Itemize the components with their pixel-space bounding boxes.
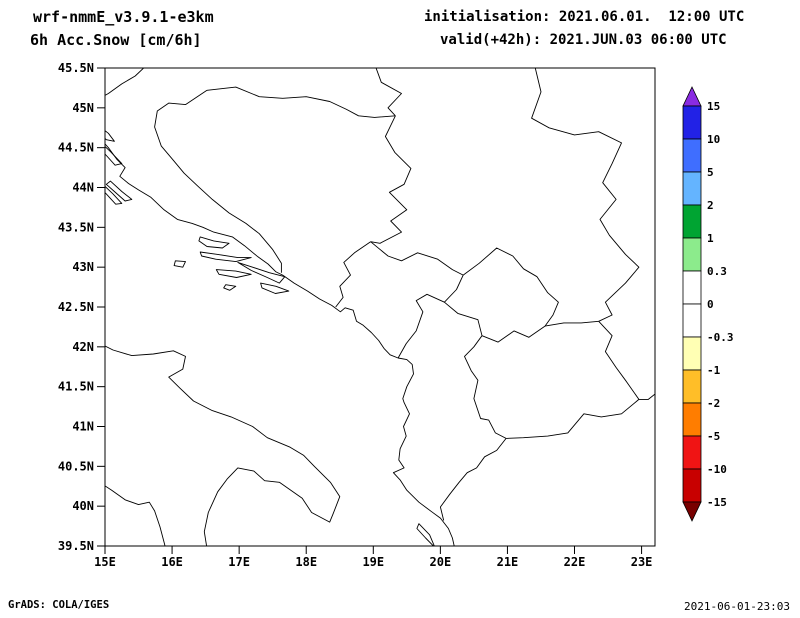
y-axis-label: 45N xyxy=(72,101,94,115)
colorbar-label: 0 xyxy=(707,298,714,311)
border-bosnia-serbia-drina xyxy=(370,115,412,244)
colorbar: 15 10 5 2 1 0.3 0 -0.3 -1 -2 -5 -10 -15 xyxy=(682,86,734,522)
colorbar-label: 0.3 xyxy=(707,265,727,278)
italy-tyrrhenian-coast xyxy=(105,485,166,546)
colorbar-label: 2 xyxy=(707,199,714,212)
border-kosovo-outline xyxy=(444,247,559,343)
colorbar-cell xyxy=(682,237,702,272)
island-corfu xyxy=(416,523,435,546)
italy-adriatic-coast xyxy=(105,345,341,546)
colorbar-cell xyxy=(682,336,702,371)
y-axis-label: 40.5N xyxy=(58,459,94,473)
x-axis-label: 15E xyxy=(94,555,116,569)
island-mljet xyxy=(260,282,290,294)
y-axis-label: 39.5N xyxy=(58,539,94,553)
island-korcula xyxy=(215,269,252,278)
grads-credit: GrADS: COLA/IGES xyxy=(8,599,110,611)
colorbar-label: -1 xyxy=(707,364,721,377)
y-axis-label: 41N xyxy=(72,420,94,434)
border-montenegro-serbia xyxy=(370,241,464,276)
y-axis-label: 42N xyxy=(72,340,94,354)
colorbar-cell xyxy=(682,171,702,206)
border-macedonia-albania xyxy=(464,335,507,439)
x-axis-label: 19E xyxy=(362,555,384,569)
colorbar-label: 15 xyxy=(707,100,720,113)
y-axis-label: 40N xyxy=(72,499,94,513)
variable-title: 6h Acc.Snow [cm/6h] xyxy=(30,31,202,49)
valid-time-label: valid(+42h): 2021.JUN.03 06:00 UTC xyxy=(440,32,727,48)
colorbar-cell xyxy=(682,468,702,503)
init-time-label: initialisation: 2021.06.01. 12:00 UTC xyxy=(424,9,745,25)
colorbar-cell xyxy=(682,105,702,140)
y-axis-label: 45.5N xyxy=(58,61,94,75)
colorbar-top-arrow xyxy=(682,86,702,107)
model-title: wrf-nmmE_v3.9.1-e3km xyxy=(33,8,214,26)
border-croatia-serbia xyxy=(375,68,402,117)
colorbar-label: 5 xyxy=(707,166,714,179)
border-serbia-east xyxy=(531,68,640,322)
x-axis-label: 20E xyxy=(430,555,452,569)
colorbar-label: 1 xyxy=(707,232,714,245)
colorbar-label: -15 xyxy=(707,496,727,509)
border-croatia-bosnia xyxy=(154,89,282,273)
colorbar-cell xyxy=(682,138,702,173)
x-axis-label: 22E xyxy=(564,555,586,569)
colorbar-cell xyxy=(682,270,702,305)
axes-layer: 45.5N 45N 44.5N 44N 43.5N 43N 42.5N 42N 41.5N 41N… xyxy=(58,61,653,569)
island-rab xyxy=(105,130,115,142)
y-axis-label: 41.5N xyxy=(58,380,94,394)
creation-timestamp: 2021-06-01-23:03 xyxy=(684,600,790,613)
border-bosnia-north-sava xyxy=(206,86,396,118)
x-axis-label: 23E xyxy=(631,555,653,569)
y-axis-label: 43N xyxy=(72,260,94,274)
geography-layer xyxy=(105,68,655,546)
y-axis-label: 43.5N xyxy=(58,220,94,234)
y-axis-label: 44.5N xyxy=(58,141,94,155)
y-axis-label: 42.5N xyxy=(58,300,94,314)
adriatic-coast-east xyxy=(105,143,455,546)
island-vis xyxy=(173,260,186,268)
colorbar-cell xyxy=(682,435,702,470)
island-pag xyxy=(105,145,123,166)
x-axis-label: 17E xyxy=(228,555,250,569)
colorbar-bottom-arrow xyxy=(682,501,702,522)
colorbar-label: 10 xyxy=(707,133,720,146)
border-macedonia-bulgaria xyxy=(598,320,640,400)
border-bosnia-montenegro xyxy=(335,241,371,308)
colorbar-cell xyxy=(682,402,702,437)
border-slovenia-croatia xyxy=(105,68,145,96)
island-ugljan-pasman xyxy=(105,180,133,202)
x-axis-label: 18E xyxy=(295,555,317,569)
island-brac xyxy=(198,236,230,249)
island-dugi-otok xyxy=(105,185,123,205)
colorbar-label: -2 xyxy=(707,397,720,410)
border-montenegro-albania xyxy=(397,274,464,359)
colorbar-label: -10 xyxy=(707,463,727,476)
island-hvar xyxy=(199,251,252,263)
peljesac-peninsula xyxy=(237,261,286,284)
colorbar-cell xyxy=(682,303,702,338)
x-axis-label: 16E xyxy=(161,555,183,569)
border-bulgaria-greece xyxy=(638,393,655,400)
border-albania-greece xyxy=(439,438,507,521)
y-axis-label: 44N xyxy=(72,181,94,195)
colorbar-label: -5 xyxy=(707,430,720,443)
colorbar-label: -0.3 xyxy=(707,331,734,344)
border-serbia-macedonia xyxy=(544,320,599,327)
plot-frame xyxy=(104,67,656,547)
colorbar-cell xyxy=(682,369,702,404)
border-macedonia-greece xyxy=(506,399,640,439)
x-axis-label: 21E xyxy=(497,555,519,569)
colorbar-cell xyxy=(682,204,702,239)
island-lastovo xyxy=(223,284,237,291)
